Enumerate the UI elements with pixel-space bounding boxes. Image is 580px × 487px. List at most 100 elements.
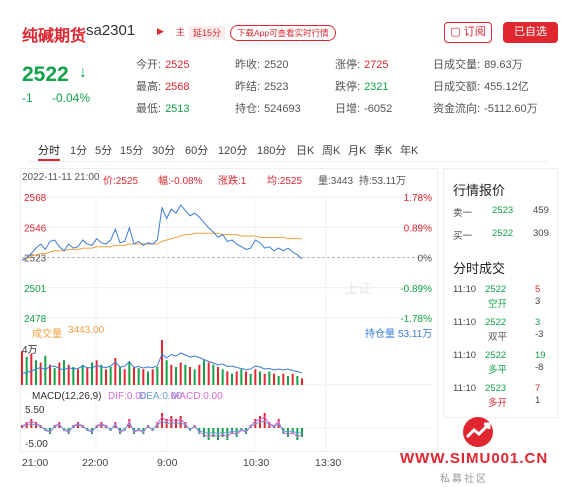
volume-bar bbox=[86, 368, 89, 385]
macd-dea: DEA:0.00 bbox=[139, 391, 182, 402]
volume-bar bbox=[35, 360, 37, 385]
volume-bar bbox=[287, 376, 289, 385]
stat-value: 524693 bbox=[264, 103, 301, 115]
down-arrow-icon: ↓ bbox=[79, 64, 87, 81]
y-tick-right: 1.78% bbox=[404, 193, 432, 204]
oi-value: 53.11万 bbox=[398, 329, 433, 340]
y-tick-left: 2523 bbox=[24, 254, 47, 265]
oi-title: 持仓量 bbox=[365, 329, 395, 340]
subscribe-label: 订阅 bbox=[463, 26, 486, 38]
volume-bar bbox=[100, 364, 103, 385]
tab-12[interactable]: 年K bbox=[400, 145, 419, 157]
volume-bar bbox=[291, 373, 294, 385]
volume-bar bbox=[128, 362, 131, 385]
volume-bar bbox=[198, 364, 201, 385]
volume-bar bbox=[259, 371, 261, 385]
stat-value: 89.63万 bbox=[484, 59, 523, 71]
tab-6[interactable]: 120分 bbox=[218, 145, 248, 157]
download-app-link[interactable]: 下载App可查看实时行情 bbox=[230, 25, 336, 41]
volume-bar bbox=[49, 364, 51, 385]
macd-dif: DIF:0.00 bbox=[108, 391, 147, 402]
stat-label: 日成交量: bbox=[433, 59, 481, 71]
chart-watermark: 上证 bbox=[345, 281, 372, 296]
delay-tag: 延15分 bbox=[189, 26, 226, 40]
tab-10[interactable]: 月K bbox=[348, 145, 367, 157]
trade-volume: 19 bbox=[535, 350, 546, 361]
main-contract-tag: 主 bbox=[176, 27, 186, 37]
tab-2[interactable]: 5分 bbox=[95, 145, 113, 157]
trade-type: 多开 bbox=[488, 398, 508, 409]
dif-line bbox=[21, 416, 303, 438]
macd-axis-top: 5.50 bbox=[25, 405, 45, 416]
volume-bar bbox=[268, 371, 271, 385]
dea-line bbox=[21, 420, 303, 435]
play-icon[interactable]: ▶ bbox=[157, 26, 164, 36]
stat-item: 日成交额: 455.12亿 bbox=[433, 78, 529, 94]
stat-label: 日增: bbox=[335, 103, 361, 115]
volume-bar bbox=[142, 369, 145, 385]
tab-5[interactable]: 60分 bbox=[185, 145, 209, 157]
trade-price: 2523 bbox=[485, 383, 507, 394]
volume-bar bbox=[263, 373, 266, 385]
stat-label: 昨结: bbox=[235, 81, 261, 93]
tab-8[interactable]: 日K bbox=[296, 145, 315, 157]
trade-oi-change: 1 bbox=[535, 395, 541, 406]
trade-price: 2522 bbox=[485, 284, 507, 295]
volume-title: 成交量 bbox=[32, 329, 62, 340]
subscribe-icon: ▢ bbox=[450, 26, 461, 38]
volume-bar bbox=[39, 362, 42, 385]
volume-bar bbox=[277, 376, 280, 385]
volume-bar bbox=[212, 364, 215, 385]
stat-value: 2568 bbox=[165, 81, 190, 93]
volume-bar bbox=[95, 360, 98, 385]
subscribe-button[interactable]: ▢ 订阅 bbox=[444, 22, 492, 43]
stat-label: 跌停: bbox=[335, 81, 361, 93]
tab-4[interactable]: 30分 bbox=[152, 145, 176, 157]
bid-label: 买一 bbox=[453, 231, 473, 242]
trade-price: 2522 bbox=[485, 317, 507, 328]
quote-panel bbox=[443, 168, 558, 418]
y-tick-right: 0.89% bbox=[404, 223, 432, 234]
volume-bar bbox=[217, 367, 219, 385]
volume-bar bbox=[25, 356, 28, 385]
ask-volume: 459 bbox=[533, 205, 549, 216]
macd-title: MACD(12,26,9) bbox=[32, 391, 102, 402]
tab-1[interactable]: 1分 bbox=[70, 145, 88, 157]
stat-item: 涨停: 2725 bbox=[335, 56, 389, 72]
trade-volume: 3 bbox=[535, 317, 541, 328]
trade-time: 11:10 bbox=[453, 350, 477, 361]
watchlist-button[interactable]: 已自选 bbox=[503, 22, 558, 43]
tab-3[interactable]: 15分 bbox=[120, 145, 144, 157]
x-tick-label: 22:00 bbox=[82, 457, 108, 469]
volume-bar bbox=[147, 371, 149, 385]
volume-bar bbox=[273, 373, 275, 385]
volume-bar bbox=[189, 367, 191, 385]
trade-oi-change: -8 bbox=[535, 362, 544, 373]
stat-item: 最低: 2513 bbox=[136, 100, 190, 116]
volume-bar bbox=[58, 362, 61, 385]
chart-volume-label: 量:3443 bbox=[318, 176, 354, 187]
stat-value: 2525 bbox=[165, 59, 190, 71]
tab-0[interactable]: 分时 bbox=[38, 145, 60, 157]
volume-bar bbox=[137, 368, 140, 385]
site-watermark-sub: 私募社区 bbox=[440, 474, 488, 485]
trade-time: 11:10 bbox=[453, 383, 477, 394]
tab-9[interactable]: 周K bbox=[322, 145, 341, 157]
stat-label: 资金流向: bbox=[433, 103, 481, 115]
stat-item: 跌停: 2321 bbox=[335, 78, 389, 94]
stat-label: 最高: bbox=[136, 81, 162, 93]
volume-bar bbox=[184, 364, 187, 385]
volume-bar bbox=[175, 367, 177, 385]
volume-bar bbox=[67, 364, 70, 385]
stat-value: 2523 bbox=[264, 81, 289, 93]
tab-7[interactable]: 180分 bbox=[257, 145, 287, 157]
volume-bar bbox=[105, 369, 107, 385]
volume-bar bbox=[245, 371, 247, 385]
tab-11[interactable]: 季K bbox=[374, 145, 393, 157]
active-tab-underline bbox=[38, 159, 60, 161]
stat-label: 持仓: bbox=[235, 103, 261, 115]
stat-value: 2520 bbox=[264, 59, 289, 71]
site-logo-icon bbox=[463, 417, 493, 447]
stat-value: 2725 bbox=[364, 59, 389, 71]
